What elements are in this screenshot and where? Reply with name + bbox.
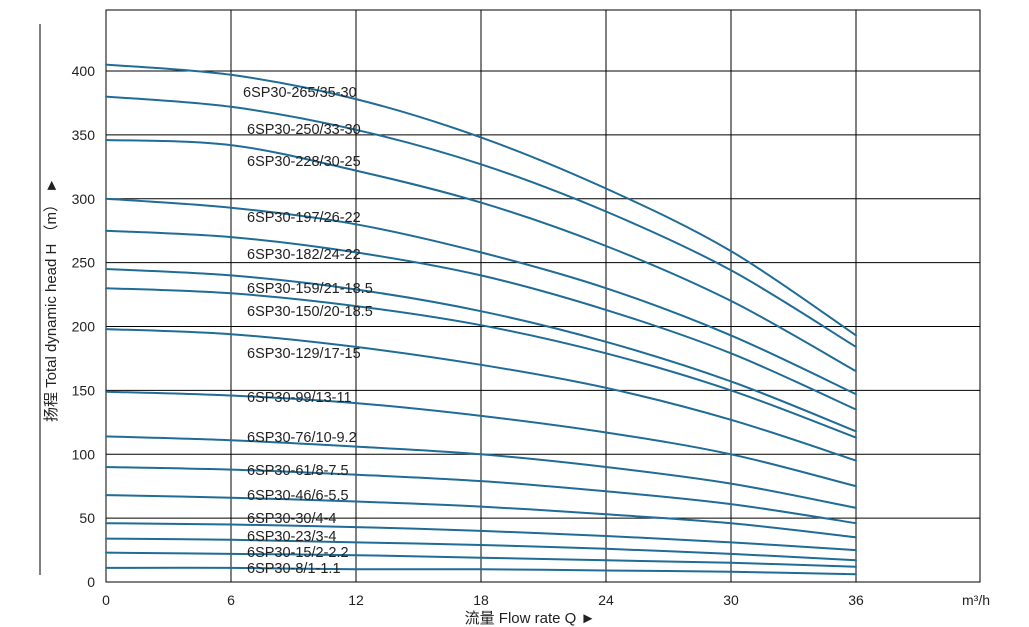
curve-labels: 6SP30-265/35-30 6SP30-250/33-30 6SP30-228/… [243, 85, 373, 577]
x-axis-title: 流量 Flow rate Q ► [465, 610, 596, 627]
series-line [105, 229, 857, 411]
series-label: 6SP30-23/3-4 [247, 529, 336, 545]
y-tick-label: 0 [87, 574, 95, 590]
series-line [105, 435, 857, 509]
y-tick-label: 350 [72, 127, 96, 143]
series-label: 6SP30-159/21-18.5 [247, 281, 373, 297]
series-line [105, 63, 857, 337]
x-tick-label: 30 [723, 592, 739, 608]
x-tick-label: 12 [348, 592, 364, 608]
series-label: 6SP30-99/13-11 [247, 390, 352, 406]
tick-labels: 0 6 12 18 24 30 36 0 50 100 150 200 250 300 350 400 [72, 63, 864, 608]
series-line [105, 522, 857, 552]
series-label: 6SP30-150/20-18.5 [247, 304, 373, 320]
series-line [105, 537, 857, 562]
series-label: 6SP30-182/24-22 [247, 247, 361, 263]
series-line [105, 95, 857, 348]
y-axis-title: 扬程 Total dynamic head H （m） ► [43, 178, 60, 422]
x-tick-label: 24 [598, 592, 614, 608]
series-label: 6SP30-265/35-30 [243, 85, 357, 101]
grid [39, 9, 981, 583]
series-label: 6SP30-61/8-7.5 [247, 463, 349, 479]
series-label: 6SP30-76/10-9.2 [247, 430, 357, 446]
y-tick-label: 250 [72, 255, 96, 271]
series-line [105, 197, 857, 396]
y-tick-label: 100 [72, 446, 96, 462]
curves [105, 63, 857, 576]
series-label: 6SP30-15/2-2.2 [247, 545, 349, 561]
series-line [105, 268, 857, 433]
y-tick-label: 300 [72, 191, 96, 207]
series-label: 6SP30-129/17-15 [247, 346, 361, 362]
series-label: 6SP30-8/1-1.1 [247, 561, 341, 577]
series-line [105, 139, 857, 373]
y-tick-label: 200 [72, 319, 96, 335]
y-tick-label: 150 [72, 382, 96, 398]
y-tick-label: 400 [72, 63, 96, 79]
series-line [105, 328, 857, 462]
series-label: 6SP30-46/6-5.5 [247, 488, 349, 504]
y-tick-label: 50 [79, 510, 95, 526]
x-tick-label: 36 [848, 592, 864, 608]
series-line [105, 390, 857, 488]
series-line [105, 566, 857, 576]
series-label: 6SP30-250/33-30 [247, 122, 361, 138]
series-label: 6SP30-228/30-25 [247, 154, 361, 170]
plot-frame [105, 9, 981, 583]
series-line [105, 551, 857, 568]
x-unit-label: m³/h [962, 592, 990, 608]
x-tick-label: 6 [227, 592, 235, 608]
x-tick-label: 18 [473, 592, 489, 608]
series-line [105, 466, 857, 525]
series-label: 6SP30-30/4-4 [247, 511, 336, 527]
series-line [105, 494, 857, 539]
series-label: 6SP30-197/26-22 [247, 210, 361, 226]
series-line [105, 287, 857, 439]
x-tick-label: 0 [102, 592, 110, 608]
